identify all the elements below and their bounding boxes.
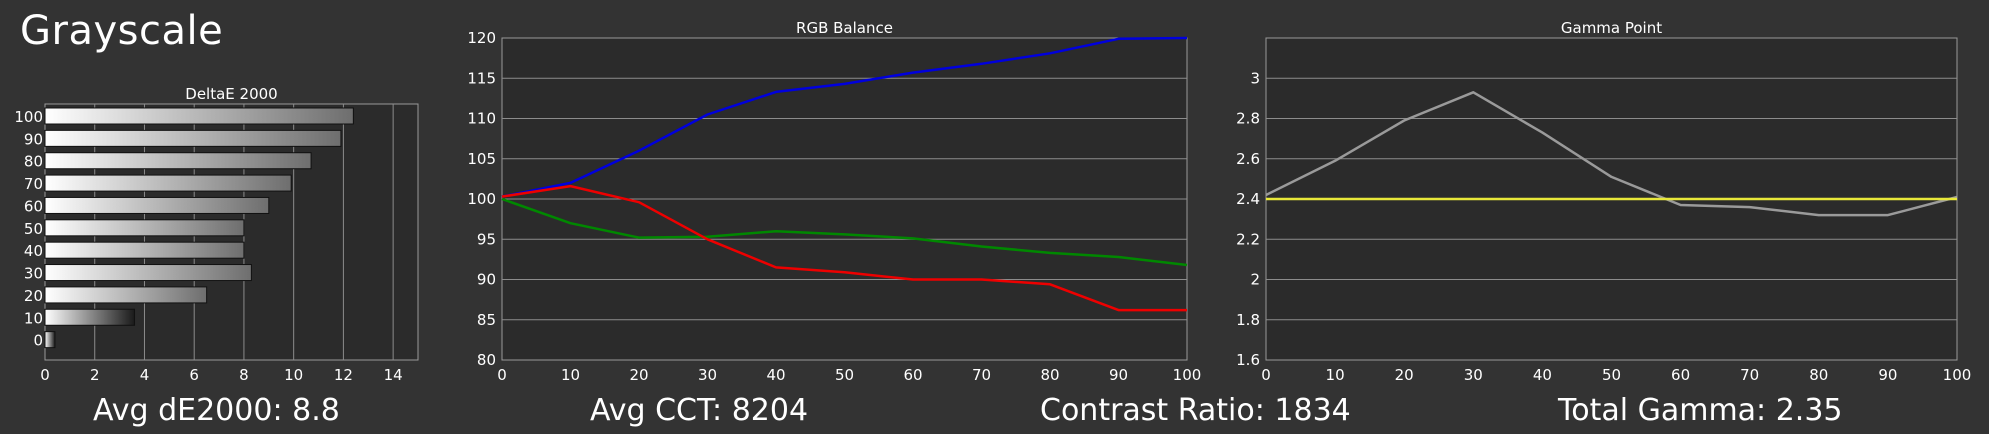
contrast-ratio-value: 1834 xyxy=(1274,393,1351,428)
gamma-point-x-tick-label: 60 xyxy=(1671,366,1690,384)
avg-cct-label: Avg CCT: xyxy=(590,393,723,428)
rgb-balance-x-tick-label: 80 xyxy=(1040,366,1059,384)
deltae-x-tick-label: 0 xyxy=(40,366,50,384)
rgb-balance-y-tick-label: 80 xyxy=(477,351,496,369)
rgb-balance-y-tick-label: 95 xyxy=(477,230,496,248)
rgb-balance-y-tick-label: 115 xyxy=(467,69,496,87)
deltae-y-tick-label: 0 xyxy=(33,332,43,350)
deltae-y-tick-label: 50 xyxy=(24,220,43,238)
gamma-point-y-tick-label: 2.2 xyxy=(1236,230,1260,248)
rgb-balance-y-tick-label: 105 xyxy=(467,150,496,168)
contrast-ratio-stat: Contrast Ratio: 1834 xyxy=(1040,393,1351,428)
avg-cct-value: 8204 xyxy=(731,393,809,428)
deltae-y-tick-label: 90 xyxy=(24,130,43,148)
rgb-balance-x-tick-label: 40 xyxy=(766,366,785,384)
deltae-y-tick-label: 10 xyxy=(24,309,43,327)
rgb-balance-x-tick-label: 30 xyxy=(698,366,717,384)
gamma-point-x-tick-label: 30 xyxy=(1464,366,1483,384)
rgb-balance-x-tick-label: 70 xyxy=(972,366,991,384)
deltae-y-tick-label: 80 xyxy=(24,153,43,171)
rgb-balance-y-tick-label: 90 xyxy=(477,271,496,289)
deltae-x-tick-label: 14 xyxy=(384,366,403,384)
gamma-point-y-tick-label: 3 xyxy=(1250,69,1260,87)
deltae-x-tick-label: 4 xyxy=(140,366,150,384)
gamma-point-x-tick-label: 0 xyxy=(1261,366,1271,384)
deltae-x-tick-label: 8 xyxy=(239,366,249,384)
deltae-bar xyxy=(44,264,252,282)
avg-de2000-stat: Avg dE2000: 8.8 xyxy=(93,393,340,428)
avg-de2000-value: 8.8 xyxy=(292,393,340,428)
deltae-bar xyxy=(44,196,270,214)
deltae-bar xyxy=(44,308,136,326)
gamma-point-series-line-0 xyxy=(1265,91,1958,217)
deltae-bar xyxy=(44,152,312,170)
deltae-bar xyxy=(44,331,56,349)
rgb-balance-chart-title: RGB Balance xyxy=(796,19,893,37)
rgb-balance-x-tick-label: 50 xyxy=(835,366,854,384)
rgb-balance-x-tick-label: 0 xyxy=(497,366,507,384)
rgb-balance-x-tick-label: 100 xyxy=(1173,366,1202,384)
deltae-y-tick-label: 20 xyxy=(24,287,43,305)
gamma-point-x-tick-label: 10 xyxy=(1326,366,1345,384)
deltae-y-tick-label: 70 xyxy=(24,175,43,193)
contrast-ratio-label: Contrast Ratio: xyxy=(1040,393,1265,428)
deltae-x-tick-label: 2 xyxy=(90,366,100,384)
rgb-balance-series-line-2 xyxy=(501,184,1187,312)
total-gamma-stat: Total Gamma: 2.35 xyxy=(1558,393,1843,428)
gamma-point-y-tick-label: 1.8 xyxy=(1236,311,1260,329)
rgb-balance-y-tick-label: 110 xyxy=(467,110,496,128)
deltae-y-tick-label: 60 xyxy=(24,197,43,215)
deltae-x-tick-label: 12 xyxy=(334,366,353,384)
rgb-balance-x-tick-label: 90 xyxy=(1109,366,1128,384)
deltae-bar xyxy=(44,174,292,192)
gamma-point-y-tick-label: 2 xyxy=(1250,271,1260,289)
deltae-bar xyxy=(44,129,342,147)
rgb-balance-x-tick-label: 60 xyxy=(903,366,922,384)
gamma-point-y-tick-label: 2.4 xyxy=(1236,190,1260,208)
gamma-point-y-tick-label: 2.8 xyxy=(1236,110,1260,128)
rgb-balance-y-tick-label: 120 xyxy=(467,29,496,47)
deltae-x-tick-label: 10 xyxy=(284,366,303,384)
gamma-point-x-tick-label: 40 xyxy=(1533,366,1552,384)
page-title: Grayscale xyxy=(20,8,224,54)
gamma-point-y-tick-label: 1.6 xyxy=(1236,351,1260,369)
total-gamma-value: 2.35 xyxy=(1775,393,1843,428)
gamma-point-y-tick-label: 2.6 xyxy=(1236,150,1260,168)
gamma-point-x-tick-label: 100 xyxy=(1943,366,1972,384)
deltae-y-tick-label: 40 xyxy=(24,242,43,260)
gamma-point-x-tick-label: 80 xyxy=(1809,366,1828,384)
rgb-balance-y-tick-label: 85 xyxy=(477,311,496,329)
rgb-balance-x-tick-label: 10 xyxy=(561,366,580,384)
deltae-bar xyxy=(44,286,208,304)
gamma-point-chart-title: Gamma Point xyxy=(1561,19,1662,37)
deltae-y-tick-label: 100 xyxy=(14,108,43,126)
rgb-balance-series-line-0 xyxy=(501,36,1188,198)
total-gamma-label: Total Gamma: xyxy=(1558,393,1767,428)
gamma-point-x-tick-label: 70 xyxy=(1740,366,1759,384)
rgb-balance-series-line-1 xyxy=(501,197,1188,267)
deltae-y-tick-label: 30 xyxy=(24,265,43,283)
avg-cct-stat: Avg CCT: 8204 xyxy=(590,393,808,428)
gamma-point-x-tick-label: 20 xyxy=(1395,366,1414,384)
deltae-chart-title: DeltaE 2000 xyxy=(185,85,277,103)
gamma-point-x-tick-label: 90 xyxy=(1878,366,1897,384)
rgb-balance-y-tick-label: 100 xyxy=(467,190,496,208)
gamma-point-x-tick-label: 50 xyxy=(1602,366,1621,384)
deltae-bar xyxy=(44,219,245,237)
rgb-balance-x-tick-label: 20 xyxy=(629,366,648,384)
avg-de2000-label: Avg dE2000: xyxy=(93,393,283,428)
deltae-bar xyxy=(44,107,354,125)
deltae-bar xyxy=(44,241,245,259)
deltae-x-tick-label: 6 xyxy=(189,366,199,384)
